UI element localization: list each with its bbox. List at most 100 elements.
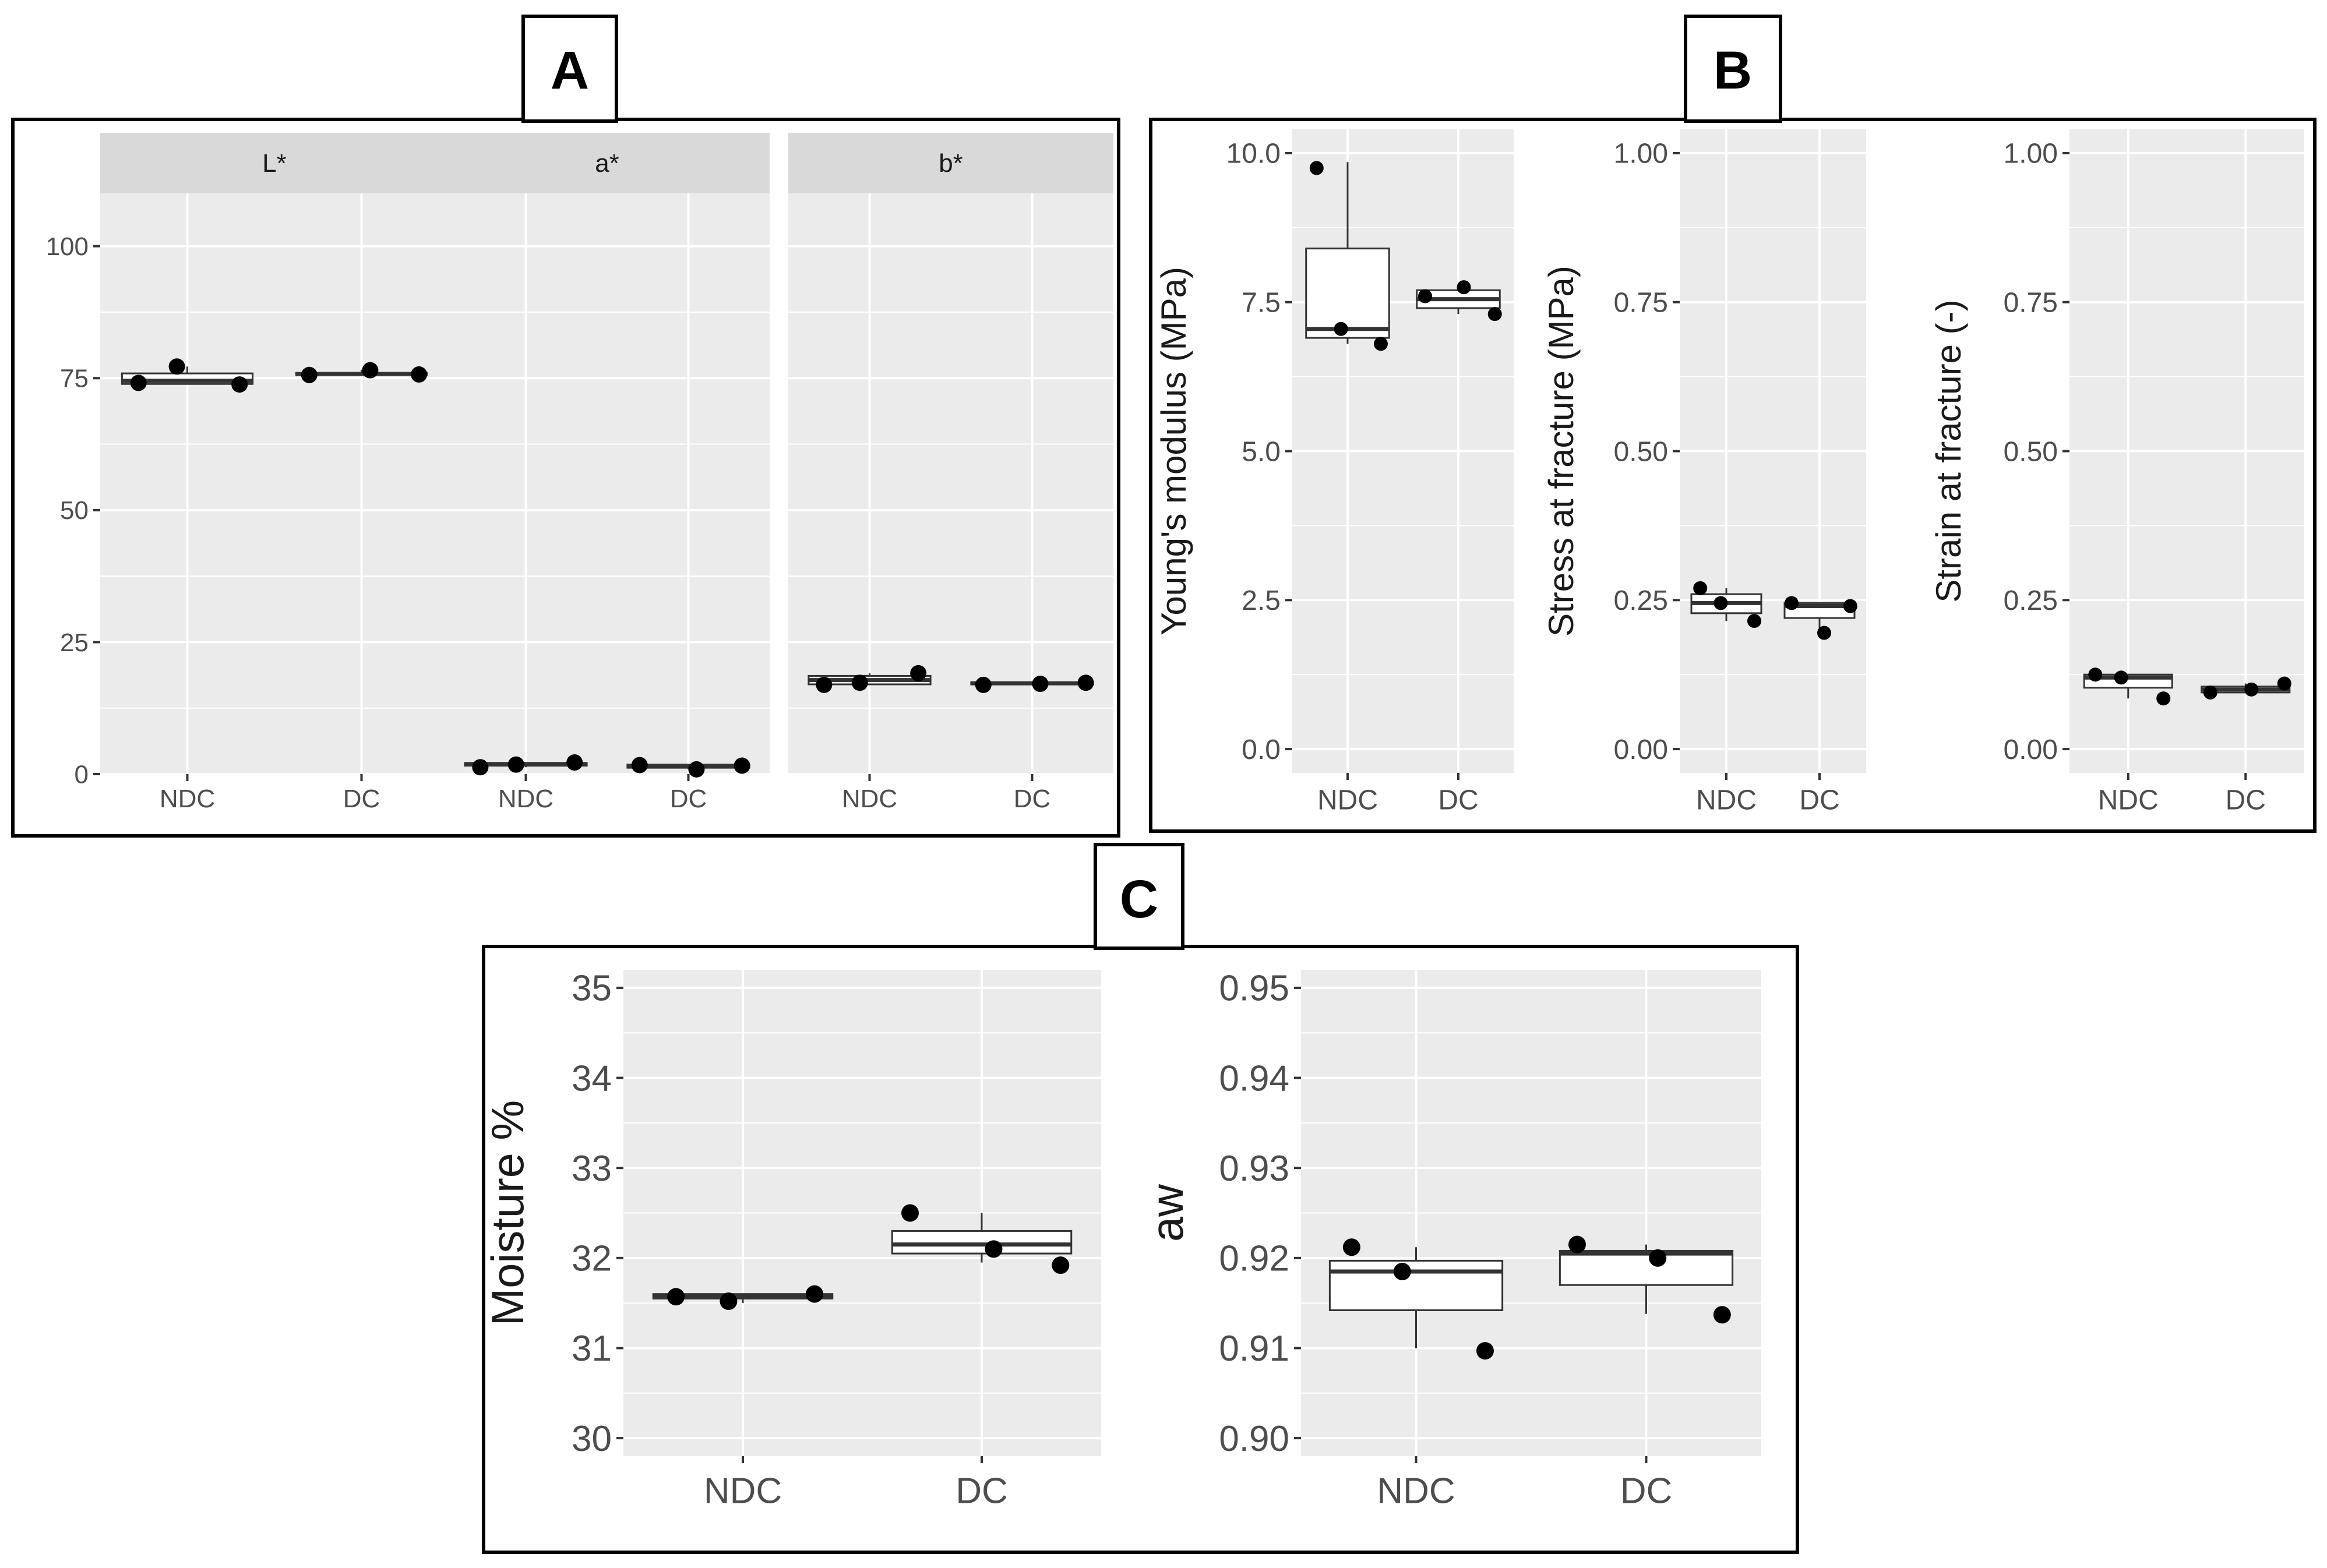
y-tick-label: 100 xyxy=(46,232,89,261)
data-point xyxy=(362,362,379,379)
x-tick-label: DC xyxy=(1799,785,1839,815)
y-tick-label: 7.5 xyxy=(1242,288,1281,319)
y-tick-label: 5.0 xyxy=(1242,436,1281,467)
y-tick-label: 32 xyxy=(572,1239,612,1279)
data-point xyxy=(168,358,185,375)
data-point xyxy=(1393,1263,1411,1281)
data-point xyxy=(231,376,248,393)
data-point xyxy=(901,1204,919,1222)
data-point xyxy=(130,375,147,391)
facet-strip-label: L* xyxy=(262,149,287,178)
data-point xyxy=(1487,307,1502,322)
data-point xyxy=(2277,676,2291,691)
data-point xyxy=(816,676,833,693)
y-tick-label: 0.95 xyxy=(1219,969,1289,1009)
panel-a-label: A xyxy=(521,15,618,123)
plot-a-b: b* NDC DC xyxy=(788,133,1113,813)
plot-background xyxy=(788,193,1113,774)
facet-strip xyxy=(100,133,449,193)
data-point xyxy=(1785,596,1799,610)
data-point xyxy=(1747,614,1761,628)
data-point xyxy=(2203,685,2217,700)
x-tick-label: DC xyxy=(343,785,380,813)
y-tick-label: 34 xyxy=(572,1058,612,1099)
y-tick-label: 0 xyxy=(75,760,89,789)
data-point xyxy=(2114,670,2128,685)
y-tick-label: 35 xyxy=(572,969,612,1009)
x-tick-label: NDC xyxy=(842,785,897,813)
plot-a-a: a* NDC DC xyxy=(445,133,770,813)
data-point xyxy=(1418,289,1432,303)
data-point xyxy=(720,1292,738,1311)
data-point xyxy=(301,366,318,383)
x-tick-label: NDC xyxy=(498,785,553,813)
data-point xyxy=(688,761,705,778)
y-axis-title: Moisture % xyxy=(483,1100,533,1326)
data-point xyxy=(1457,280,1471,295)
data-point xyxy=(1077,674,1094,691)
data-point xyxy=(1817,626,1831,640)
y-tick-label: 0.00 xyxy=(1614,734,1668,765)
plot-c-aw: 0.90 0.91 0.92 0.93 0.94 0.95 NDC DC aw xyxy=(1143,969,1761,1512)
plot-background xyxy=(445,193,770,774)
data-point xyxy=(631,757,648,774)
facet-strip-label: a* xyxy=(595,149,619,178)
y-tick-label: 0.93 xyxy=(1219,1149,1289,1189)
plot-background xyxy=(100,193,449,774)
panel-b-label: B xyxy=(1684,15,1782,123)
box-iqr xyxy=(1559,1249,1734,1286)
data-point xyxy=(2088,668,2103,682)
y-tick-label: 2.5 xyxy=(1242,585,1281,616)
y-tick-label: 0.50 xyxy=(1614,436,1668,467)
x-tick-label: NDC xyxy=(1696,785,1757,815)
data-point xyxy=(1713,596,1728,610)
data-point xyxy=(1334,322,1348,336)
plot-a-l: L* 0 25 50 75 100 NDC DC xyxy=(46,133,449,813)
data-point xyxy=(507,756,524,773)
box-iqr xyxy=(1305,248,1390,339)
data-point xyxy=(806,1285,823,1303)
plots: L* 0 25 50 75 100 NDC DC a* NDC DC b* NDC DC 0.0 2.5 5.0… xyxy=(46,129,2304,1512)
data-point xyxy=(910,665,927,681)
y-tick-label: 1.00 xyxy=(2004,139,2058,169)
data-point xyxy=(2244,682,2259,697)
panel-c-label: C xyxy=(1094,843,1184,950)
y-tick-label: 0.90 xyxy=(1219,1419,1289,1459)
x-tick-label: DC xyxy=(2226,785,2266,815)
y-tick-label: 30 xyxy=(572,1419,612,1459)
x-tick-label: NDC xyxy=(1377,1471,1455,1512)
y-tick-label: 0.0 xyxy=(1242,734,1281,765)
y-tick-label: 0.91 xyxy=(1219,1329,1289,1369)
data-point xyxy=(411,366,428,383)
y-tick-label: 0.25 xyxy=(1614,585,1668,616)
facet-strip-label: b* xyxy=(939,149,963,178)
x-tick-label: DC xyxy=(1620,1471,1673,1512)
y-tick-label: 10.0 xyxy=(1226,139,1281,169)
box-iqr xyxy=(1328,1259,1504,1311)
x-tick-label: DC xyxy=(956,1471,1008,1512)
data-point xyxy=(1032,676,1049,693)
data-point xyxy=(851,674,868,691)
y-tick-label: 75 xyxy=(60,365,89,393)
svg-text:B: B xyxy=(1713,41,1752,100)
x-tick-label: NDC xyxy=(160,785,215,813)
y-tick-label: 0.75 xyxy=(2004,288,2058,319)
data-point xyxy=(1843,599,1857,613)
x-tick-label: DC xyxy=(670,785,707,813)
plot-b-young: 0.0 2.5 5.0 7.5 10.0 NDC DC Young's modulus (MP… xyxy=(1154,129,1514,815)
data-point xyxy=(1374,337,1388,351)
plot-b-stress: 0.00 0.25 0.50 0.75 1.00 NDC DC Stress at fract… xyxy=(1542,129,1866,815)
plot-b-strain: 0.00 0.25 0.50 0.75 1.00 NDC DC Strain at fract… xyxy=(1929,129,2304,815)
y-tick-label: 33 xyxy=(572,1149,612,1189)
x-tick-label: NDC xyxy=(1317,785,1378,815)
y-tick-label: 50 xyxy=(60,496,89,525)
data-point xyxy=(1693,581,1708,595)
data-point xyxy=(985,1240,1003,1258)
data-point xyxy=(1713,1306,1731,1324)
y-tick-label: 1.00 xyxy=(1614,139,1668,169)
facet-strip xyxy=(788,133,1113,193)
y-tick-label: 0.92 xyxy=(1219,1239,1289,1279)
data-point xyxy=(1309,161,1324,175)
svg-text:C: C xyxy=(1120,870,1158,929)
